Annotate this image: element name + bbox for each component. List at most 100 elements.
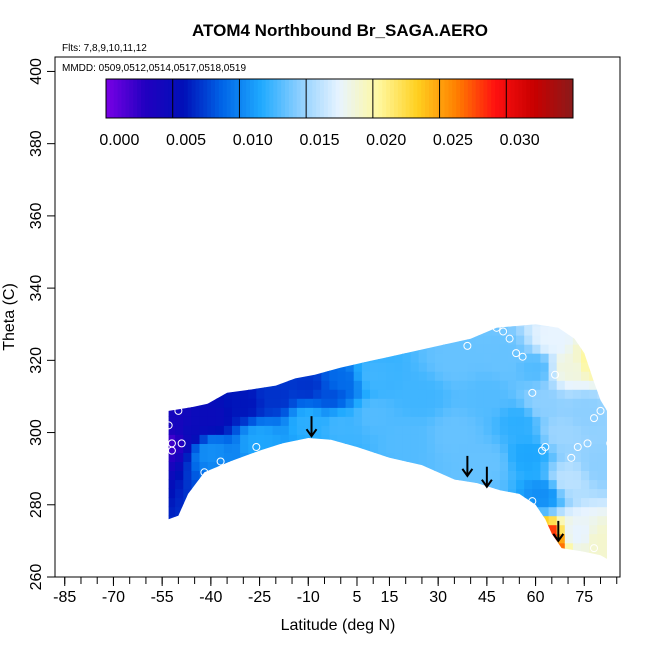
field-cell bbox=[540, 389, 550, 399]
field-cell bbox=[443, 416, 452, 426]
field-cell bbox=[183, 443, 192, 453]
field-cell bbox=[459, 416, 468, 426]
field-cell bbox=[168, 443, 176, 453]
field-cell bbox=[313, 425, 322, 435]
field-cell bbox=[418, 362, 428, 372]
field-cell bbox=[223, 398, 233, 408]
field-cell bbox=[548, 335, 558, 345]
field-cell bbox=[418, 452, 428, 462]
field-cell bbox=[459, 407, 468, 417]
field-cell bbox=[467, 416, 477, 426]
colorbar-segment bbox=[460, 79, 465, 118]
field-cell bbox=[508, 362, 517, 372]
field-cell bbox=[483, 416, 493, 426]
field-cell bbox=[532, 461, 541, 471]
field-cell bbox=[508, 344, 517, 354]
field-cell bbox=[556, 461, 566, 471]
field-cell bbox=[581, 515, 590, 526]
field-cell bbox=[556, 497, 566, 508]
field-cell bbox=[532, 389, 541, 399]
field-cell bbox=[370, 398, 379, 408]
field-cell bbox=[272, 389, 282, 399]
field-cell bbox=[353, 407, 363, 417]
field-cell bbox=[256, 398, 265, 408]
field-cell bbox=[516, 326, 525, 336]
field-cell bbox=[589, 398, 598, 408]
field-cell bbox=[232, 443, 241, 453]
field-cell bbox=[524, 443, 533, 453]
field-cell bbox=[499, 371, 509, 381]
field-cell bbox=[443, 452, 452, 462]
field-cell bbox=[581, 425, 590, 435]
sample-point bbox=[590, 544, 599, 553]
field-cell bbox=[556, 344, 566, 354]
field-cell bbox=[459, 398, 468, 408]
field-cell bbox=[475, 335, 485, 345]
field-cell bbox=[597, 497, 606, 508]
field-cell bbox=[581, 506, 590, 517]
field-cell bbox=[215, 452, 225, 462]
field-cell bbox=[564, 362, 574, 372]
x-tick-label: 45 bbox=[478, 589, 496, 606]
field-cell bbox=[564, 416, 574, 426]
field-cell bbox=[540, 506, 550, 517]
field-cell bbox=[483, 443, 493, 453]
field-cell bbox=[321, 425, 330, 435]
field-cell bbox=[540, 452, 550, 462]
field-cell bbox=[524, 353, 533, 363]
colorbar-segment bbox=[117, 79, 123, 118]
field-cell bbox=[483, 470, 493, 481]
field-cell bbox=[232, 452, 241, 462]
field-cell bbox=[499, 407, 509, 417]
field-cell bbox=[467, 362, 477, 372]
field-cell bbox=[386, 416, 395, 426]
field-cell bbox=[402, 425, 412, 435]
field-cell bbox=[564, 524, 574, 535]
field-cell bbox=[402, 371, 412, 381]
field-cell bbox=[524, 324, 533, 327]
colorbar-segment bbox=[456, 79, 461, 118]
colorbar-segment bbox=[137, 79, 142, 118]
colorbar-segment bbox=[230, 79, 235, 118]
field-cell bbox=[402, 416, 412, 426]
field-cell bbox=[426, 443, 436, 453]
field-cell bbox=[272, 416, 282, 426]
field-cell bbox=[426, 389, 436, 399]
field-cell bbox=[499, 470, 509, 481]
field-cell bbox=[426, 425, 436, 435]
field-cell bbox=[483, 398, 493, 408]
field-cell bbox=[345, 371, 355, 381]
colorbar-segment bbox=[281, 79, 286, 118]
field-cell bbox=[378, 425, 387, 435]
field-cell bbox=[508, 434, 517, 444]
field-cell bbox=[418, 443, 428, 453]
field-cell bbox=[313, 416, 322, 426]
field-cell bbox=[232, 407, 241, 417]
field-cell bbox=[296, 398, 306, 408]
field-cell bbox=[264, 398, 274, 408]
field-cell bbox=[459, 425, 468, 435]
arrow-marker bbox=[481, 466, 493, 489]
field-cell bbox=[605, 551, 607, 559]
colorbar-segment bbox=[226, 79, 232, 118]
sample-point bbox=[512, 349, 521, 358]
field-cell bbox=[321, 416, 330, 426]
field-cell bbox=[524, 407, 533, 417]
colorbar-segment bbox=[312, 79, 317, 118]
field-cell bbox=[378, 371, 387, 381]
colorbar-segment bbox=[242, 79, 247, 118]
field-cell bbox=[353, 434, 363, 444]
field-cell bbox=[532, 326, 541, 336]
arrow-head bbox=[552, 533, 565, 543]
field-cell bbox=[459, 389, 468, 399]
field-cell bbox=[532, 407, 541, 417]
field-cell bbox=[280, 434, 290, 444]
field-cell bbox=[280, 416, 290, 426]
field-cell bbox=[378, 389, 387, 399]
field-cell bbox=[564, 497, 574, 508]
field-cell bbox=[589, 434, 598, 444]
colorbar-segment bbox=[366, 79, 372, 118]
field-cell bbox=[451, 362, 460, 372]
field-cell bbox=[168, 506, 176, 517]
field-cell bbox=[370, 380, 379, 390]
